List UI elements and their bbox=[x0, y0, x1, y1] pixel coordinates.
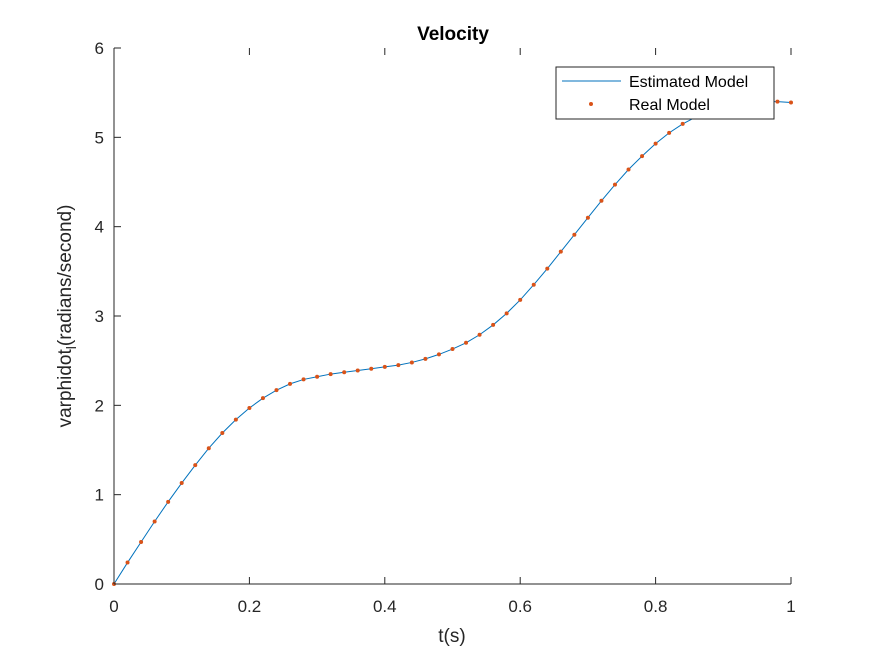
data-point-real-model bbox=[260, 396, 265, 401]
legend: Estimated Model Real Model bbox=[555, 66, 775, 120]
x-tick-label: 0 bbox=[109, 597, 118, 616]
data-point-real-model bbox=[612, 182, 617, 187]
data-point-real-model bbox=[789, 100, 793, 105]
plot-area bbox=[114, 48, 791, 584]
data-point-real-model bbox=[152, 519, 157, 524]
data-point-real-model bbox=[315, 374, 320, 379]
chart-title: Velocity bbox=[417, 24, 489, 45]
y-tick-label: 3 bbox=[95, 307, 104, 326]
plot-axes bbox=[114, 48, 791, 584]
data-point-real-model bbox=[233, 417, 238, 422]
x-tick-label: 0.8 bbox=[644, 597, 668, 616]
x-tick-label: 0.6 bbox=[508, 597, 532, 616]
data-point-real-model bbox=[396, 363, 401, 368]
data-point-real-model bbox=[288, 381, 293, 386]
y-tick-label: 2 bbox=[95, 396, 104, 415]
data-point-real-model bbox=[206, 446, 211, 451]
data-point-real-model bbox=[667, 130, 672, 135]
data-point-real-model bbox=[450, 347, 455, 352]
y-tick-label: 0 bbox=[95, 575, 104, 594]
data-point-real-model bbox=[382, 364, 387, 369]
data-point-real-model bbox=[775, 99, 780, 104]
data-point-real-model bbox=[328, 372, 333, 377]
data-point-real-model bbox=[653, 141, 658, 146]
data-point-real-model bbox=[274, 388, 279, 393]
y-tick-label: 6 bbox=[95, 39, 104, 58]
data-point-real-model bbox=[531, 282, 536, 287]
data-point-real-model bbox=[640, 154, 645, 159]
data-point-real-model bbox=[545, 266, 550, 271]
y-axis-label: varphidotl(radians/second) bbox=[55, 205, 79, 428]
data-point-real-model bbox=[179, 481, 184, 486]
data-point-real-model bbox=[220, 431, 225, 436]
data-point-real-model bbox=[518, 297, 523, 302]
x-tick-label: 0.4 bbox=[373, 597, 397, 616]
data-point-real-model bbox=[585, 215, 590, 220]
data-point-real-model bbox=[558, 249, 563, 254]
y-tick-label: 1 bbox=[95, 486, 104, 505]
legend-swatch-real-model bbox=[589, 102, 593, 106]
x-tick-label: 1 bbox=[786, 597, 795, 616]
data-point-real-model bbox=[477, 332, 482, 337]
data-point-real-model bbox=[301, 377, 306, 382]
data-point-real-model bbox=[491, 322, 496, 327]
data-point-real-model bbox=[247, 406, 252, 411]
data-point-real-model bbox=[342, 370, 347, 375]
data-point-real-model bbox=[680, 121, 685, 126]
data-point-real-model bbox=[464, 340, 469, 345]
legend-label-real-model: Real Model bbox=[629, 97, 710, 114]
data-point-real-model bbox=[599, 198, 604, 203]
data-point-real-model bbox=[139, 540, 144, 545]
data-point-real-model bbox=[193, 463, 198, 468]
y-tick-label: 4 bbox=[95, 218, 104, 237]
legend-label-estimated-model: Estimated Model bbox=[629, 74, 748, 91]
data-point-real-model bbox=[166, 499, 171, 504]
x-axis-label: t(s) bbox=[438, 626, 465, 647]
data-point-real-model bbox=[504, 311, 509, 316]
data-point-real-model bbox=[626, 167, 631, 172]
x-axis-ticks: 0 0.2 0.4 0.6 0.8 1 bbox=[109, 48, 796, 616]
data-point-real-model bbox=[409, 360, 414, 365]
data-point-real-model bbox=[355, 368, 360, 373]
y-axis-label-suffix: (radians/second) bbox=[55, 205, 76, 347]
legend-box bbox=[555, 66, 775, 120]
y-tick-label: 5 bbox=[95, 128, 104, 147]
data-point-real-model bbox=[125, 560, 130, 565]
data-point-real-model bbox=[369, 366, 374, 371]
y-axis-label-subscript: l bbox=[63, 346, 79, 349]
data-point-real-model bbox=[436, 352, 441, 357]
data-point-real-model bbox=[572, 232, 577, 237]
y-axis-ticks: 0 1 2 3 4 5 6 bbox=[95, 39, 121, 594]
data-point-real-model bbox=[423, 356, 428, 361]
y-axis-label-main: varphidot bbox=[55, 349, 76, 428]
x-tick-label: 0.2 bbox=[238, 597, 262, 616]
